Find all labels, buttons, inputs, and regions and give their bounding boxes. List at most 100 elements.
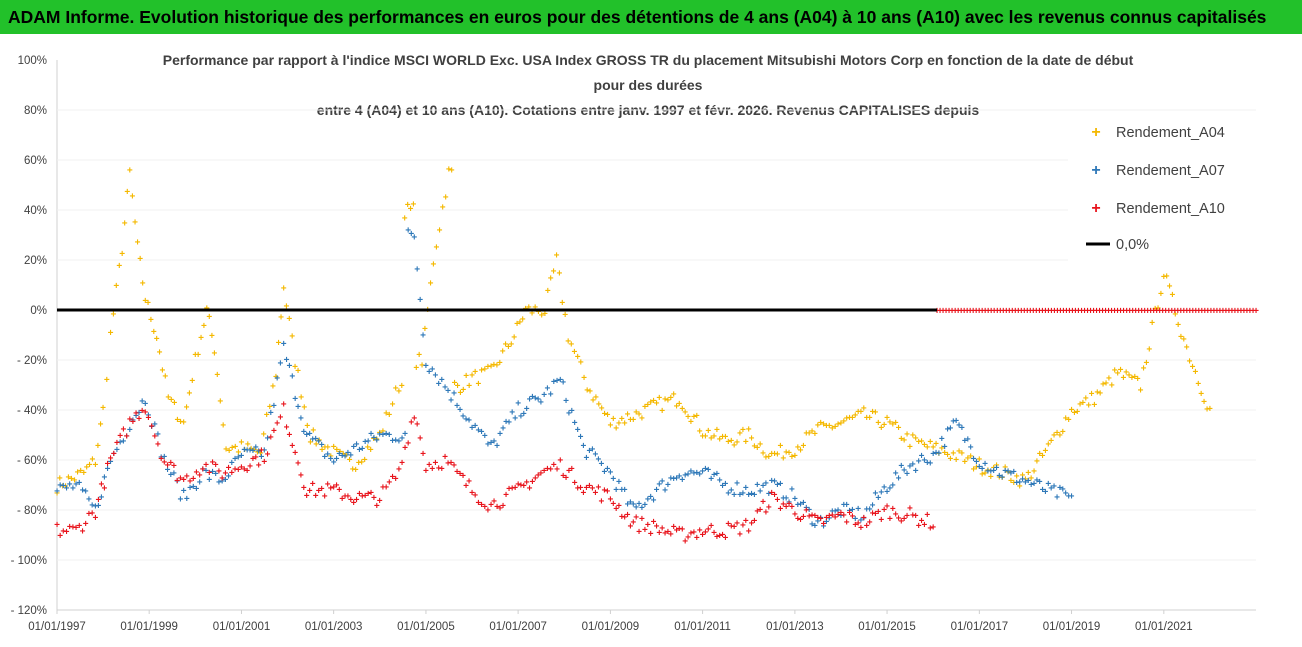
data-point: + [89,508,95,519]
data-point: + [426,367,432,378]
data-point: + [1204,404,1210,415]
data-point: + [1160,306,1166,317]
data-point: + [760,481,766,492]
data-point: + [362,437,368,448]
data-point: + [386,410,392,421]
data-point: + [974,457,980,468]
data-point: + [475,498,481,509]
data-point: + [901,436,907,447]
data-point: + [766,502,772,513]
data-point: + [1115,368,1121,379]
data-point: + [599,404,605,415]
data-point: + [826,514,832,525]
data-point: + [725,488,731,499]
series-rendement-a04: ++++++++++++++++++++++++++++++++++++++++… [54,164,1213,499]
data-point: + [72,476,78,487]
data-point: + [146,413,152,424]
data-point: + [642,525,648,536]
data-point: + [247,461,253,472]
data-point: + [503,339,509,350]
data-point: + [500,346,506,357]
data-point: + [76,478,82,489]
data-point: + [858,523,864,534]
data-point: + [535,470,541,481]
x-tick-label: 01/01/2007 [489,621,547,633]
data-point: + [601,467,607,478]
data-point: + [368,429,374,440]
data-point: + [469,423,475,434]
data-point: + [210,458,216,469]
data-point: + [334,445,340,456]
data-point: + [235,465,241,476]
data-point: + [884,501,890,512]
data-point: + [930,443,936,454]
data-point: + [210,467,216,478]
data-point: + [60,526,66,537]
data-point: + [190,482,196,493]
data-point: + [760,497,766,508]
data-point: + [878,515,884,526]
data-point: + [362,455,368,466]
data-point: + [539,311,545,322]
data-point: + [896,423,902,434]
data-point: + [336,449,342,460]
data-point: + [777,479,783,490]
data-point: + [350,464,356,475]
data-point: + [1124,306,1130,317]
data-point: + [139,406,145,417]
data-point: + [671,389,677,400]
data-point: + [359,457,365,468]
data-point: + [463,415,469,426]
data-point: + [278,359,284,370]
data-point: + [310,426,316,437]
data-point: + [847,508,853,519]
data-point: + [780,494,786,505]
data-point: + [841,500,847,511]
data-point: + [930,449,936,460]
data-point: + [371,434,377,445]
data-point: + [812,511,818,522]
data-point: + [1051,306,1057,317]
data-point: + [595,483,601,494]
data-point: + [168,470,174,481]
data-point: + [832,513,838,524]
legend-label-a07: Rendement_A07 [1116,163,1225,179]
y-tick-label: - 60% [17,455,47,467]
data-point: + [1172,306,1178,317]
data-point: + [939,434,945,445]
legend-label-a04: Rendement_A04 [1116,125,1225,141]
data-point: + [64,527,70,538]
data-point: + [268,433,274,444]
data-point: + [284,301,290,312]
data-point: + [996,471,1002,482]
data-point: + [445,458,451,469]
data-point: + [1199,306,1205,317]
data-point: + [201,321,207,332]
data-point: + [527,394,533,405]
data-point: + [331,458,337,469]
data-point: + [610,474,616,485]
data-point: + [414,420,420,431]
data-point: + [763,478,769,489]
data-point: + [1020,470,1026,481]
data-point: + [933,448,939,459]
data-point: + [832,422,838,433]
data-point: + [560,471,566,482]
data-point: + [795,500,801,511]
data-point: + [985,465,991,476]
y-tick-label: 100% [18,55,47,67]
data-point: + [769,449,775,460]
data-point: + [226,446,232,457]
data-point: + [901,514,907,525]
data-point: + [99,480,105,491]
data-point: + [408,418,414,429]
data-point: + [952,306,958,317]
data-point: + [575,425,581,436]
data-point: + [402,429,408,440]
data-point: + [405,438,411,449]
data-point: + [408,204,414,215]
data-point: + [1106,373,1112,384]
data-point: + [639,514,645,525]
data-point: + [1023,477,1029,488]
data-point: + [70,484,76,495]
